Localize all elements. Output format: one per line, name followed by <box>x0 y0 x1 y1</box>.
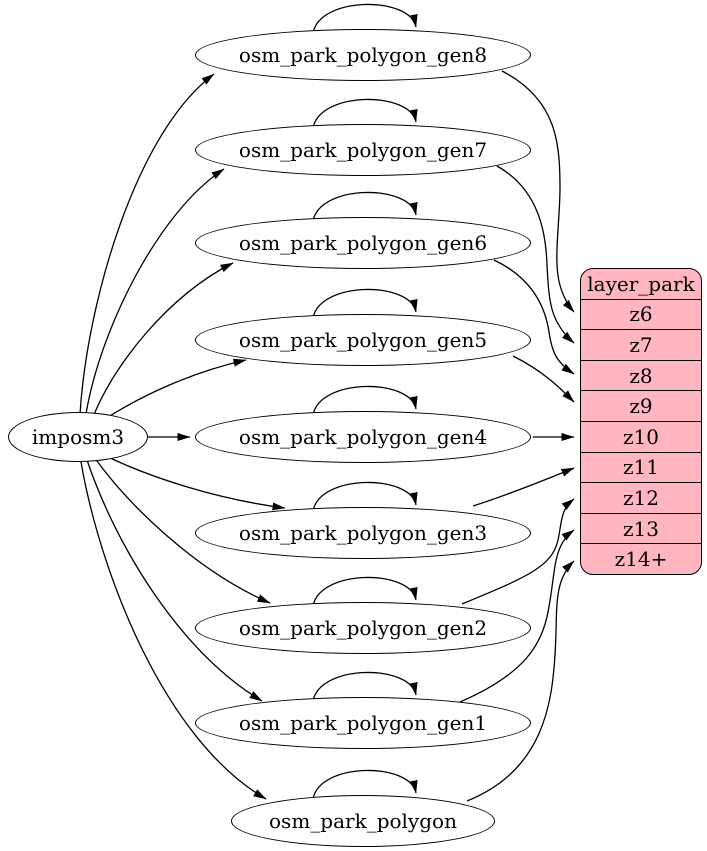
layer-park-header: layer_park <box>587 271 695 296</box>
edge-imposm3-to-gen6 <box>92 262 234 418</box>
edge-gen5-to-z9 <box>512 355 575 403</box>
edge-gen3-to-z11 <box>472 467 575 507</box>
edge-imposm3-to-osm-park-polygon <box>80 461 267 800</box>
layer-park-table: layer_park z6 z7 z8 z9 z10 z11 z12 z13 z… <box>580 268 702 575</box>
self-loop-gen7 <box>312 98 418 129</box>
node-osm-park-polygon: osm_park_polygon <box>231 795 495 847</box>
node-osm-park-polygon-gen6: osm_park_polygon_gen6 <box>195 217 531 269</box>
node-osm-park-polygon-gen5: osm_park_polygon_gen5 <box>195 314 531 366</box>
edge-imposm3-to-gen2 <box>93 456 271 604</box>
edge-gen7-to-z7 <box>496 165 575 344</box>
self-loop-gen3 <box>312 481 418 512</box>
node-osm-park-polygon-gen1: osm_park_polygon_gen1 <box>195 697 531 749</box>
edge-gen6-to-z8 <box>493 259 575 375</box>
layer-park-row-z10: z10 <box>581 420 701 452</box>
self-loop-gen8 <box>312 3 418 34</box>
node-osm-park-polygon-gen7: osm_park_polygon_gen7 <box>195 124 531 176</box>
layer-park-row-z7: z7 <box>581 329 701 360</box>
edge-imposm3-to-gen5 <box>101 358 247 422</box>
edge-imposm3-to-gen1 <box>86 459 263 702</box>
self-loop-gen4 <box>312 385 418 416</box>
layer-park-row-z9: z9 <box>581 390 701 421</box>
node-osm-park-polygon-gen2: osm_park_polygon_gen2 <box>195 602 531 654</box>
layer-park-row-z8: z8 <box>581 359 701 391</box>
layer-park-row-z14: z14+ <box>581 543 701 574</box>
self-loop-gen1 <box>312 671 418 702</box>
layer-park-row-z6: z6 <box>581 298 701 330</box>
node-osm-park-polygon-gen8: osm_park_polygon_gen8 <box>195 29 531 81</box>
edge-imposm3-to-gen3 <box>101 453 286 511</box>
layer-park-row-z12: z12 <box>581 482 701 513</box>
self-loop-osm-park-polygon <box>312 769 418 800</box>
layer-park-row-z11: z11 <box>581 451 701 483</box>
edge-gen8-to-z6 <box>501 70 575 313</box>
edge-gen2-to-z12 <box>461 498 575 605</box>
edge-imposm3-to-gen8 <box>79 73 215 415</box>
node-osm-park-polygon-gen4: osm_park_polygon_gen4 <box>195 411 531 463</box>
node-imposm3: imposm3 <box>8 412 148 462</box>
layer-park-row-z13: z13 <box>581 512 701 544</box>
self-loop-gen6 <box>312 191 418 222</box>
node-osm-park-polygon-gen3: osm_park_polygon_gen3 <box>195 507 531 559</box>
edge-gen1-to-z13 <box>459 529 575 703</box>
edge-osm-park-polygon-to-z14 <box>466 560 575 802</box>
self-loop-gen2 <box>312 576 418 607</box>
edge-imposm3-to-gen7 <box>85 168 225 415</box>
self-loop-gen5 <box>312 288 418 319</box>
